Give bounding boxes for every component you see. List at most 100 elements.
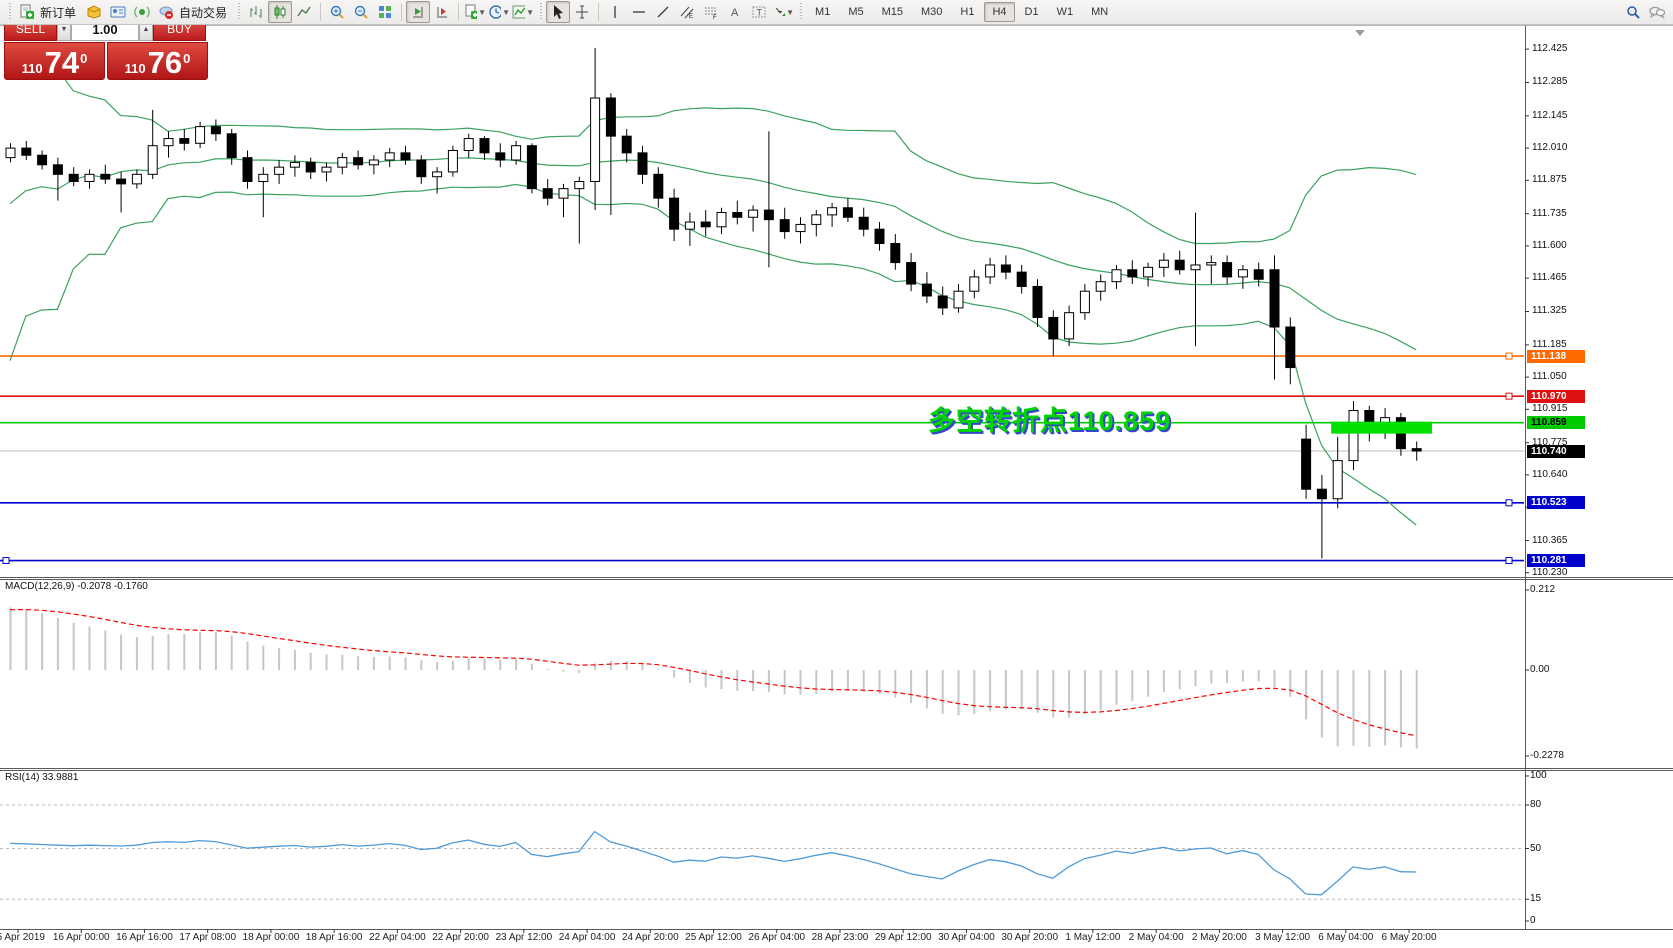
signal-icon[interactable]	[130, 1, 154, 23]
time-axis-label: 22 Apr 04:00	[369, 932, 426, 943]
toolbar-grip[interactable]	[236, 3, 242, 21]
price-axis-tick: 111.875	[1532, 174, 1567, 186]
price-axis-tick: 110.365	[1532, 534, 1568, 546]
bollinger-middle-band	[9, 157, 1417, 351]
candle-body	[21, 147, 32, 156]
hline-handle[interactable]	[2, 557, 10, 565]
candle-body	[147, 145, 158, 175]
candle-body	[653, 173, 664, 199]
candle-body	[321, 166, 332, 173]
timeframe-MN[interactable]: MN	[1091, 6, 1109, 18]
highlight-group	[1331, 421, 1432, 434]
buy-price-display[interactable]: 110 76 0	[107, 42, 208, 80]
price-axis-tick: 112.010	[1532, 142, 1568, 154]
price-axis-tick: 112.145	[1532, 109, 1568, 121]
price-axis-tick: 110.775	[1532, 436, 1568, 448]
timeframe-D1[interactable]: D1	[1024, 6, 1039, 18]
toolbar-grip[interactable]	[798, 3, 804, 21]
candle-body	[495, 152, 506, 161]
toolbar-separator	[401, 3, 403, 21]
rsi-axis-tick: 50	[1530, 842, 1542, 854]
candle-body	[305, 161, 316, 173]
toolbar-grip[interactable]	[538, 3, 544, 21]
fibonacci-tool-button[interactable]: F	[699, 1, 723, 23]
candlestick-chart-button[interactable]	[268, 1, 293, 23]
timeframe-H1[interactable]: H1	[960, 6, 975, 18]
sell-price-point: 0	[80, 51, 88, 66]
cursor-tool-button[interactable]	[546, 1, 571, 23]
channel-tool-button[interactable]: E	[675, 1, 699, 23]
line-chart-button[interactable]	[292, 1, 316, 23]
price-axis-tick: 111.465	[1532, 272, 1567, 284]
candle-body	[842, 207, 853, 218]
candle-body	[526, 145, 537, 190]
hline-handle[interactable]	[1505, 352, 1513, 360]
toolbar-grip[interactable]	[7, 3, 12, 21]
vertical-line-tool-button[interactable]	[603, 1, 627, 23]
autotrade-icon[interactable]	[154, 1, 178, 23]
chart-annotation-text[interactable]: 多空转折点110.859	[928, 406, 1172, 436]
search-icon[interactable]	[1621, 1, 1645, 23]
new-order-label[interactable]: 新订单	[40, 5, 77, 20]
macd-axis-tick: 0.212	[1530, 584, 1556, 595]
candle-body	[1143, 266, 1154, 278]
hline-handle[interactable]	[1505, 499, 1513, 507]
highlight-zone[interactable]	[1331, 421, 1432, 434]
chart-shift-button[interactable]	[430, 1, 454, 23]
period-button[interactable]: ▼	[487, 1, 511, 23]
timeframe-M30[interactable]: M30	[921, 6, 943, 18]
auto-scroll-button[interactable]	[406, 1, 431, 23]
autotrade-label[interactable]: 自动交易	[179, 5, 228, 20]
new-order-button[interactable]	[15, 1, 39, 23]
time-axis-label: 2 May 20:00	[1191, 932, 1247, 943]
zoom-in-button[interactable]	[325, 1, 349, 23]
bollinger-lower-band	[9, 183, 1417, 526]
new-chart-button[interactable]: ▼	[463, 1, 487, 23]
timeframe-W1[interactable]: W1	[1056, 6, 1074, 18]
timeframe-M1[interactable]: M1	[815, 6, 831, 18]
hline-handle[interactable]	[1505, 392, 1513, 400]
text-label-tool-button[interactable]: T	[747, 1, 771, 23]
time-axis-label: 29 Apr 12:00	[874, 932, 932, 943]
timeframe-group: M1 M5 M15 M30 H1 H4 D1 W1 MN	[806, 2, 1117, 22]
candle-body	[179, 138, 190, 144]
horizontal-line-tool-button[interactable]	[627, 1, 651, 23]
trendline-tool-button[interactable]	[651, 1, 675, 23]
text-tool-button[interactable]: A	[723, 1, 747, 23]
candle-body	[1048, 316, 1059, 340]
candle-body	[874, 228, 885, 245]
candle-body	[84, 173, 95, 182]
market-watch-icon[interactable]	[82, 1, 106, 23]
chat-icon[interactable]	[1645, 1, 1669, 23]
candle-body	[858, 216, 869, 230]
toolbar-separator	[598, 3, 600, 21]
price-axis-tick: 112.425	[1532, 43, 1568, 55]
profile-icon[interactable]	[106, 1, 130, 23]
chart-shift-marker[interactable]	[1355, 30, 1365, 36]
candle-body	[1206, 262, 1217, 266]
arrows-tool-button[interactable]: ▼	[771, 1, 795, 23]
timeframe-M15[interactable]: M15	[881, 6, 903, 18]
zoom-out-button[interactable]	[349, 1, 373, 23]
toolbar: 新订单 自动交易	[0, 0, 1673, 25]
crosshair-tool-button[interactable]	[570, 1, 594, 23]
bar-chart-button[interactable]	[244, 1, 268, 23]
hline-handle[interactable]	[1505, 557, 1513, 565]
candle-body	[953, 290, 964, 309]
candle-body	[447, 149, 458, 173]
candle-body	[100, 173, 111, 180]
candle-body	[479, 138, 490, 154]
candle-body	[542, 188, 553, 199]
svg-text:E: E	[689, 14, 693, 20]
tile-windows-button[interactable]	[373, 1, 397, 23]
candle-body	[669, 197, 680, 230]
timeframe-H4[interactable]: H4	[984, 2, 1015, 22]
sell-price-display[interactable]: 110 74 0	[4, 42, 105, 80]
timeframe-M5[interactable]: M5	[848, 6, 864, 18]
candle-body	[1000, 264, 1011, 273]
candle-body	[353, 157, 364, 166]
indicators-button[interactable]: ▼	[511, 1, 535, 23]
time-axis-label: 1 May 12:00	[1065, 932, 1121, 943]
macd-indicator	[9, 607, 1418, 749]
